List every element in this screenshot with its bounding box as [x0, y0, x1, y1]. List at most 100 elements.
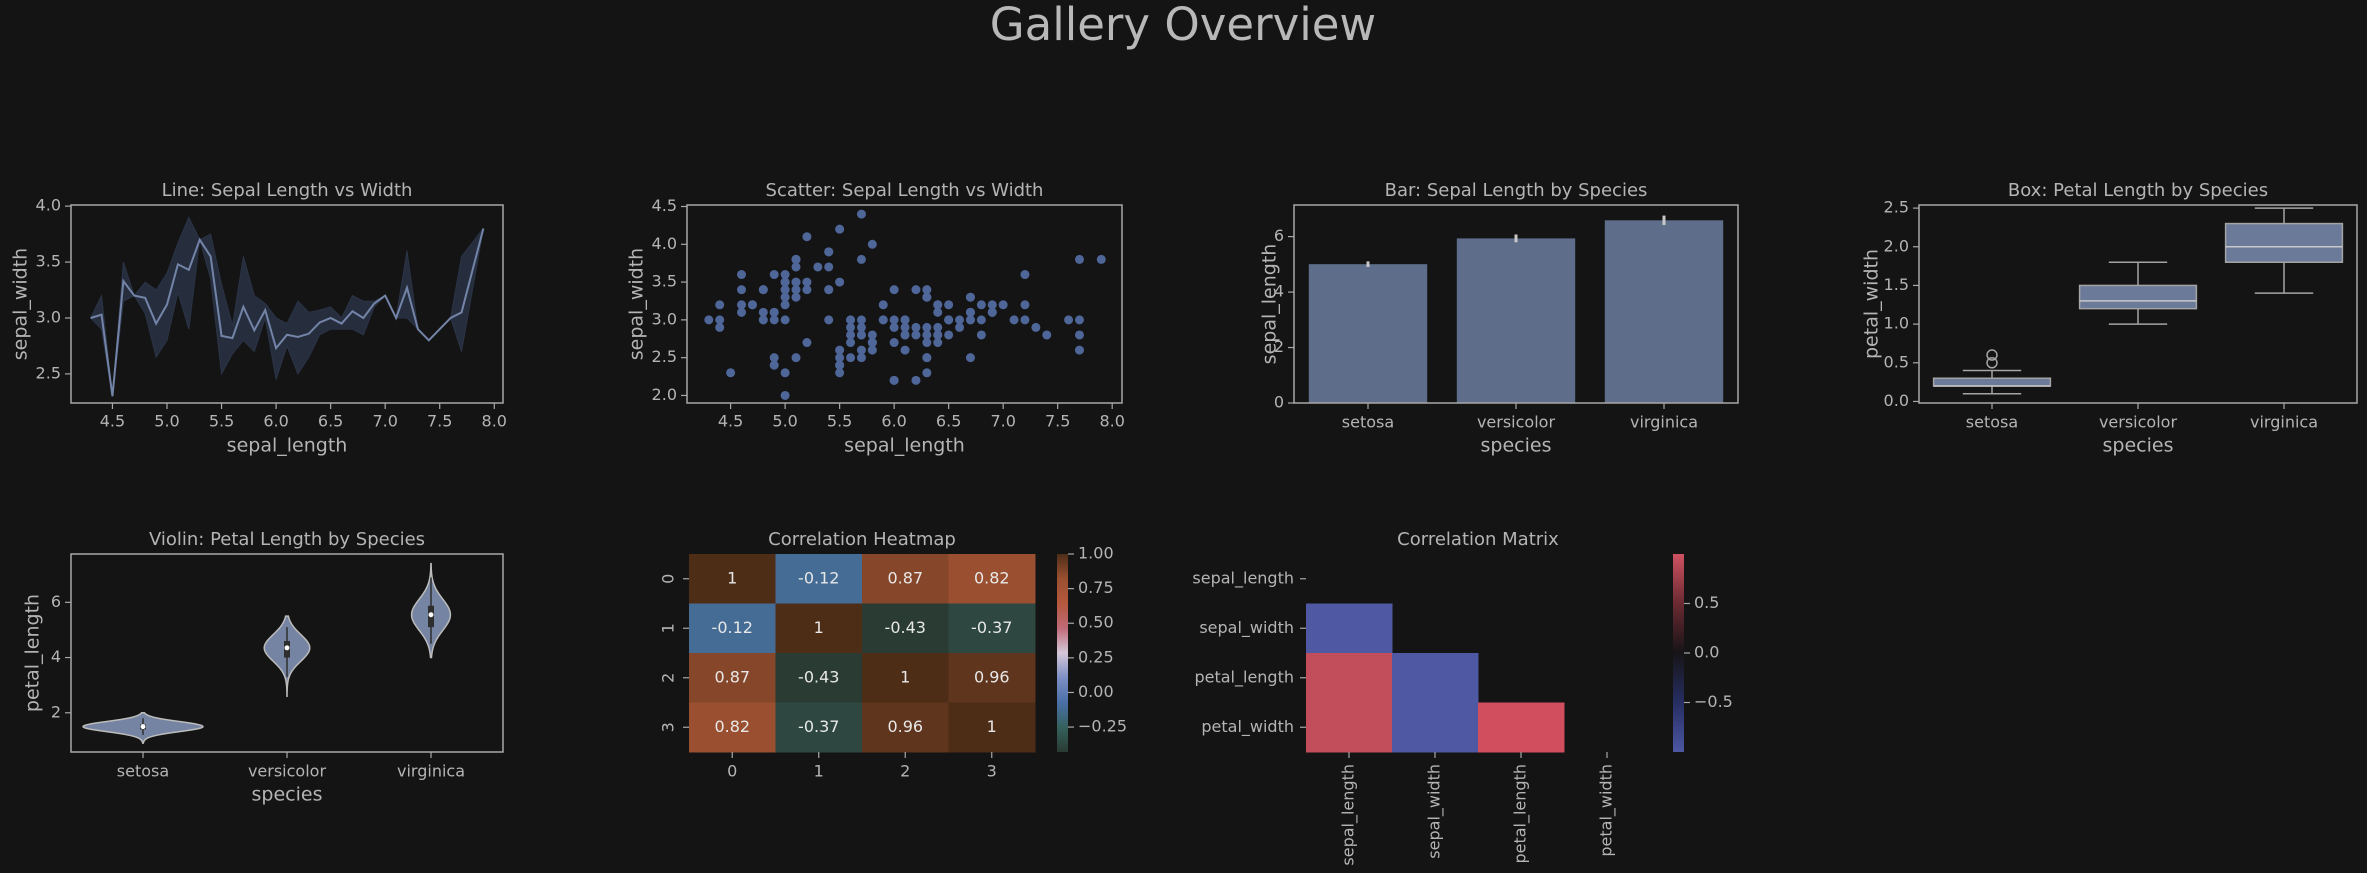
point — [780, 277, 790, 287]
y-tick-label: 1 — [659, 623, 678, 633]
axes-frame — [686, 204, 1123, 404]
cell-label: -0.37 — [971, 618, 1012, 637]
y-tick-label: 3.5 — [36, 252, 61, 271]
colorbar-tick-label: 0.50 — [1078, 613, 1114, 632]
point — [856, 330, 866, 340]
point — [1020, 300, 1030, 310]
point — [900, 322, 910, 332]
x-tick-label: 4.5 — [718, 412, 743, 431]
point — [780, 270, 790, 280]
point — [856, 353, 866, 363]
point — [911, 285, 921, 295]
point — [889, 315, 899, 325]
heatmap-cell — [775, 702, 863, 753]
cell-label: -0.12 — [712, 618, 753, 637]
x-tick-label: 5.0 — [154, 412, 179, 431]
point — [933, 300, 943, 310]
cell-label: 0.87 — [714, 667, 750, 686]
point — [737, 300, 747, 310]
point — [769, 270, 779, 280]
point — [791, 254, 801, 264]
y-tick-label: 2.0 — [1884, 236, 1909, 255]
cell-label: -0.12 — [798, 568, 839, 587]
point — [1031, 322, 1041, 332]
y-tick-label: 3 — [659, 722, 678, 732]
x-tick-label: 1 — [814, 762, 824, 781]
x-tick-label: 2 — [900, 762, 910, 781]
point — [867, 345, 877, 355]
x-axis-label: sepal_length — [227, 435, 348, 457]
colorbar-tick-label: 1.00 — [1078, 544, 1114, 563]
axes-title: Line: Sepal Length vs Width — [162, 180, 413, 201]
heatmap-cell — [689, 603, 776, 654]
x-axis-label: sepal_length — [844, 435, 965, 457]
cell-label: 0.96 — [974, 667, 1010, 686]
point — [1009, 315, 1019, 325]
point — [856, 322, 866, 332]
cell-label: 0.87 — [887, 568, 923, 587]
x-tick-label: 6.0 — [881, 412, 906, 431]
x-tick-label: 6.0 — [263, 412, 288, 431]
point — [998, 300, 1008, 310]
y-axis-label: sepal_width — [10, 248, 32, 360]
point — [965, 315, 975, 325]
point — [835, 353, 845, 363]
point — [824, 247, 834, 257]
cell-label: 1 — [987, 717, 997, 736]
point — [824, 262, 834, 272]
point — [758, 307, 768, 317]
x-tick-label: virginica — [1630, 413, 1698, 432]
x-tick-label: setosa — [117, 762, 169, 781]
point — [1074, 330, 1084, 340]
outlier — [1986, 357, 1998, 369]
colorbar-tick-label: 0.75 — [1078, 578, 1114, 597]
point — [1074, 254, 1084, 264]
x-tick-label: sepal_length — [1339, 764, 1359, 866]
point — [889, 285, 899, 295]
point — [704, 315, 714, 325]
y-tick-label: 1.5 — [1884, 275, 1909, 294]
axes-frame — [70, 204, 504, 404]
heatmap-cell — [1478, 702, 1565, 753]
point — [769, 360, 779, 370]
y-tick-label: sepal_length — [1192, 568, 1294, 588]
y-tick-label: 2.5 — [652, 347, 677, 366]
x-tick-label: virginica — [2250, 413, 2318, 432]
point — [911, 322, 921, 332]
y-tick-label: 4 — [1274, 282, 1284, 301]
point — [889, 338, 899, 348]
x-tick-label: petal_length — [1511, 764, 1531, 864]
point — [769, 315, 779, 325]
point — [791, 285, 801, 295]
point — [780, 315, 790, 325]
heatmap-cell — [862, 702, 949, 753]
point — [802, 232, 812, 242]
point — [737, 270, 747, 280]
inner-median — [284, 645, 290, 651]
y-tick-label: 4.5 — [652, 196, 677, 215]
point — [976, 300, 986, 310]
y-tick-label: 2.5 — [36, 363, 61, 382]
heatmap-cell — [1306, 702, 1393, 753]
y-tick-label: 0.5 — [1884, 352, 1909, 371]
y-tick-label: 2.5 — [1884, 198, 1909, 217]
axes-title: Box: Petal Length by Species — [2008, 180, 2268, 201]
point — [780, 390, 790, 400]
colorbar-tick-label: 0.00 — [1078, 682, 1114, 701]
heatmap-cell — [862, 554, 949, 604]
point — [835, 360, 845, 370]
point — [922, 353, 932, 363]
cell-label: -0.43 — [798, 667, 839, 686]
x-tick-label: versicolor — [2099, 413, 2177, 432]
point — [780, 300, 790, 310]
y-axis-label: petal_width — [1861, 249, 1883, 359]
point — [1020, 315, 1030, 325]
y-tick-label: 6 — [1274, 226, 1284, 245]
point — [867, 330, 877, 340]
y-tick-label: petal_width — [1201, 717, 1294, 737]
point — [835, 368, 845, 378]
point — [737, 307, 747, 317]
x-tick-label: 5.5 — [209, 412, 234, 431]
point — [900, 315, 910, 325]
